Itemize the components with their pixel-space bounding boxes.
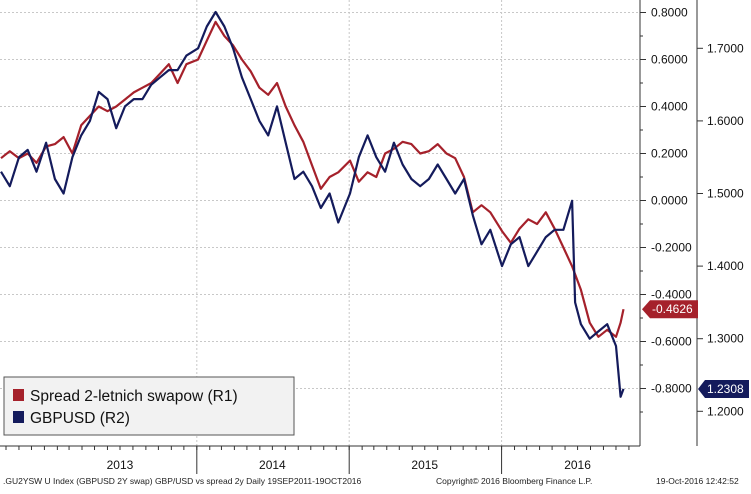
left-axis-tick-label: 0.8000 (651, 6, 688, 20)
legend-swatch-spread (13, 389, 24, 401)
right-axis-tick-label: 1.2000 (707, 404, 744, 418)
footer-source: .GU2YSW U Index (GBPUSD 2Y swap) GBP/USD… (3, 476, 362, 486)
right-axis-tick-label: 1.5000 (707, 187, 744, 201)
axes: 0.8000 0.6000 0.4000 0.2000 0.0000 -0.2000 -0.… (0, 0, 749, 474)
legend-label-spread: Spread 2-letnich swapow (R1) (30, 388, 238, 405)
x-axis-year-label: 2015 (411, 458, 438, 472)
left-axis-tick-label: 0.0000 (651, 194, 688, 208)
grid (0, 0, 640, 446)
x-axis-year-label: 2014 (259, 458, 286, 472)
footer-copyright: Copyright© 2016 Bloomberg Finance L.P. (436, 476, 592, 486)
legend: Spread 2-letnich swapow (R1) GBPUSD (R2) (3, 376, 295, 436)
left-axis-tick-label: -0.4000 (651, 288, 692, 302)
left-axis-tick-label: -0.8000 (651, 382, 692, 396)
legend-swatch-gbpusd (13, 411, 24, 423)
legend-box (3, 376, 295, 436)
last-value-tag-spread (642, 300, 698, 319)
x-axis-year-label: 2016 (564, 458, 591, 472)
last-value-label-spread: -0.4626 (652, 302, 693, 316)
left-axis-tick-label: -0.2000 (651, 241, 692, 255)
footer: .GU2YSW U Index (GBPUSD 2Y swap) GBP/USD… (3, 476, 739, 486)
right-axis-tick-label: 1.7000 (707, 41, 744, 55)
left-axis-tick-label: -0.6000 (651, 335, 692, 349)
left-axis-tick-label: 0.2000 (651, 147, 688, 161)
last-value-tag-gbpusd (698, 379, 749, 398)
left-axis-tick-label: 0.4000 (651, 100, 688, 114)
right-axis-tick-label: 1.4000 (707, 259, 744, 273)
series-line-spread (0, 20, 625, 338)
left-axis-tick-label: 0.6000 (651, 53, 688, 67)
legend-label-gbpusd: GBPUSD (R2) (30, 410, 130, 427)
footer-timestamp: 19-Oct-2016 12:42:52 (656, 476, 739, 486)
right-axis-tick-label: 1.6000 (707, 114, 744, 128)
right-axis-tick-label: 1.3000 (707, 332, 744, 346)
series-lines (0, 10, 625, 398)
x-axis-year-label: 2013 (107, 458, 134, 472)
series-line-gbpusd (0, 10, 625, 398)
last-value-label-gbpusd: 1.2308 (707, 382, 744, 396)
